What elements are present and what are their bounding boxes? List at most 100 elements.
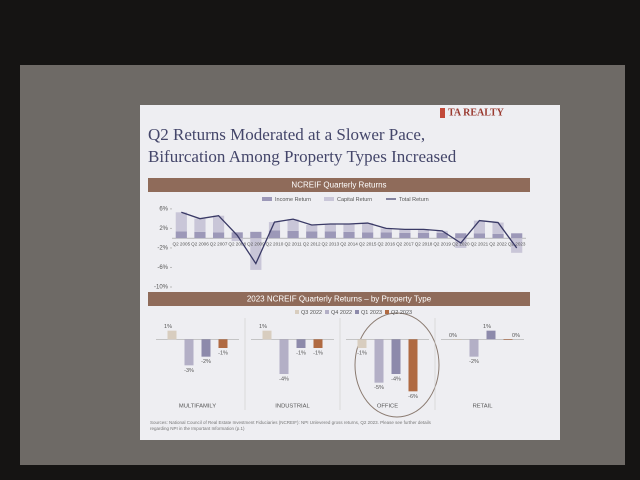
- legend-swatch: [295, 310, 299, 314]
- legend-swatch: [355, 310, 359, 314]
- bar: [167, 330, 177, 340]
- value-label: -1%: [296, 350, 306, 356]
- value-label: 0%: [449, 333, 457, 339]
- y-tick-label: -10%: [154, 285, 169, 291]
- bar: [492, 222, 504, 234]
- highlight-circle: [354, 312, 440, 418]
- chart-title: 2023 NCREIF Quarterly Returns – by Prope…: [247, 295, 432, 304]
- x-tick-label: Q2 2007: [210, 241, 228, 246]
- value-label: -1%: [313, 350, 323, 356]
- x-tick-label: INDUSTRIAL: [275, 404, 310, 410]
- y-tick-label: -2%: [157, 246, 168, 252]
- x-tick-label: Q2 2015: [359, 241, 377, 246]
- bar: [250, 238, 262, 270]
- value-label: 1%: [259, 324, 267, 330]
- bar: [455, 233, 467, 239]
- x-tick-label: Q2 2023: [508, 241, 526, 246]
- legend-swatch: [324, 197, 334, 201]
- chart-header: [148, 178, 530, 192]
- bar: [218, 339, 228, 348]
- bar: [417, 232, 430, 239]
- x-tick-label: RETAIL: [473, 404, 494, 410]
- slide: [140, 105, 560, 440]
- chart-header: [148, 292, 530, 306]
- bar: [287, 230, 299, 239]
- bar: [511, 238, 523, 253]
- value-label: -5%: [374, 385, 384, 391]
- bar: [250, 231, 262, 239]
- bar: [374, 339, 384, 383]
- slide-title: Q2 Returns Moderated at a Slower Pace,: [148, 125, 425, 144]
- bar: [399, 232, 411, 239]
- bar: [201, 339, 211, 357]
- logo-mark: [440, 108, 445, 118]
- x-tick-label: Q2 2021: [471, 241, 489, 246]
- bar: [343, 231, 355, 239]
- bar: [262, 330, 272, 340]
- x-tick-label: Q2 2016: [377, 241, 395, 246]
- x-tick-label: Q2 2006: [191, 241, 209, 246]
- bar: [212, 232, 225, 239]
- bar: [486, 330, 496, 340]
- bar: [175, 212, 187, 232]
- logo: TA REALTY: [448, 107, 505, 118]
- value-label: -1%: [218, 350, 228, 356]
- bar: [324, 224, 336, 232]
- y-tick-label: 2%: [159, 226, 168, 232]
- source-box: Sources: National Council of Real Estate…: [150, 420, 431, 431]
- x-tick-label: Q2 2019: [433, 241, 451, 246]
- bar: [436, 232, 448, 239]
- bar: [306, 231, 318, 239]
- x-tick-label: MULTIFAMILY: [179, 404, 216, 410]
- value-label: 1%: [164, 324, 172, 330]
- bar: [357, 339, 367, 348]
- slide-title: Bifurcation Among Property Types Increas…: [148, 147, 457, 166]
- bar: [362, 223, 374, 233]
- bar: [362, 232, 374, 239]
- value-label: -4%: [279, 376, 289, 382]
- legend-swatch: [385, 310, 389, 314]
- bar: [279, 339, 289, 374]
- bar: [492, 233, 504, 239]
- x-tick-label: Q2 2014: [340, 241, 358, 246]
- y-tick-label: 6%: [159, 206, 168, 212]
- x-tick-label: Q2 2011: [284, 241, 302, 246]
- bar: [184, 339, 194, 366]
- x-tick-label: Q2 2013: [322, 241, 340, 246]
- bar: [175, 231, 187, 239]
- bar: [469, 339, 479, 357]
- bar: [380, 228, 392, 233]
- legend-label: Q3 2022: [301, 310, 322, 316]
- legend-label: Income Return: [275, 197, 311, 203]
- x-tick-label: OFFICE: [377, 404, 398, 410]
- x-tick-label: Q2 2020: [452, 241, 470, 246]
- value-label: -4%: [391, 376, 401, 382]
- x-tick-label: Q2 2009: [247, 241, 265, 246]
- bar: [417, 229, 430, 233]
- legend-swatch: [262, 197, 272, 201]
- bar: [343, 224, 355, 232]
- legend-label: Q1 2023: [361, 310, 382, 316]
- bar: [194, 218, 206, 232]
- bar: [268, 230, 281, 239]
- bar: [503, 339, 513, 340]
- bar: [268, 222, 281, 231]
- bar: [511, 233, 523, 239]
- bar: [473, 233, 486, 239]
- bar: [306, 224, 318, 232]
- value-label: 0%: [512, 333, 520, 339]
- legend-label: Total Return: [399, 197, 429, 203]
- legend-label: Capital Return: [337, 197, 372, 203]
- value-label: -3%: [184, 368, 194, 374]
- value-label: -2%: [469, 359, 479, 365]
- bar: [313, 339, 323, 348]
- bar: [452, 339, 462, 340]
- x-tick-label: Q2 2017: [396, 241, 414, 246]
- x-tick-label: Q2 2005: [173, 241, 191, 246]
- legend-label: Q4 2022: [331, 310, 352, 316]
- x-tick-label: Q2 2022: [489, 241, 507, 246]
- value-label: -6%: [408, 394, 418, 400]
- bar: [231, 238, 243, 242]
- bar: [324, 231, 336, 239]
- x-tick-label: Q2 2010: [266, 241, 284, 246]
